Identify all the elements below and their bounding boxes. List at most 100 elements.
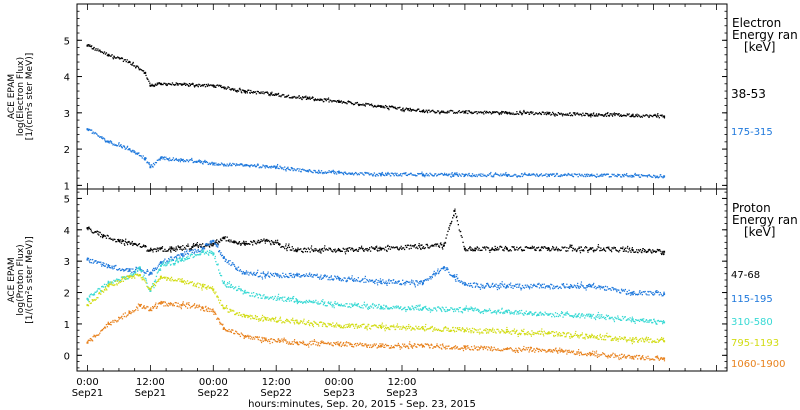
- data-dot: [165, 156, 167, 158]
- data-dot: [638, 291, 641, 293]
- data-dot: [538, 111, 541, 114]
- data-dot: [108, 142, 110, 144]
- data-dot: [313, 99, 315, 101]
- data-dot: [395, 173, 397, 176]
- data-point: [296, 299, 299, 302]
- data-dot: [245, 292, 247, 294]
- data-dot: [145, 278, 147, 280]
- data-dot: [621, 315, 624, 318]
- data-dot: [362, 307, 364, 309]
- data-dot: [501, 175, 503, 177]
- data-dot: [96, 133, 98, 135]
- data-dot: [104, 265, 107, 267]
- data-dot: [101, 138, 104, 140]
- data-dot: [209, 252, 211, 254]
- data-dot: [649, 114, 651, 116]
- data-dot: [419, 328, 422, 330]
- data-dot: [133, 274, 135, 276]
- data-dot: [301, 320, 303, 323]
- data-dot: [109, 55, 111, 57]
- data-dot: [445, 111, 447, 114]
- data-dot: [549, 313, 551, 315]
- data-dot: [479, 286, 481, 289]
- data-dot: [242, 270, 244, 273]
- data-dot: [134, 272, 136, 274]
- data-dot: [633, 251, 635, 253]
- data-dot: [632, 113, 634, 115]
- data-dot: [238, 285, 240, 288]
- data-dot: [125, 241, 127, 244]
- data-dot: [560, 249, 562, 251]
- data-dot: [192, 256, 194, 259]
- data-dot: [427, 109, 429, 112]
- data-dot: [307, 171, 309, 173]
- data-dot: [363, 250, 365, 252]
- data-dot: [424, 278, 426, 281]
- data-dot: [202, 286, 205, 288]
- data-dot: [397, 175, 399, 177]
- data-dot: [545, 247, 547, 250]
- data-dot: [423, 247, 426, 250]
- data-dot: [157, 271, 159, 273]
- data-dot: [295, 298, 298, 301]
- data-dot: [413, 246, 415, 248]
- data-dot: [126, 243, 129, 246]
- data-dot: [160, 246, 162, 249]
- series-38-53: [86, 44, 666, 119]
- data-dot: [275, 242, 277, 244]
- data-dot: [122, 60, 125, 63]
- data-dot: [272, 243, 275, 245]
- data-dot: [506, 311, 509, 314]
- data-dot: [98, 50, 100, 52]
- data-dot: [240, 244, 242, 246]
- data-dot: [489, 251, 491, 253]
- data-dot: [406, 174, 409, 177]
- data-dot: [138, 268, 141, 271]
- data-dot: [433, 272, 435, 275]
- data-dot: [662, 116, 664, 118]
- data-dot: [435, 272, 437, 274]
- data-dot: [536, 173, 538, 176]
- data-dot: [270, 318, 273, 320]
- data-dot: [441, 267, 443, 269]
- data-dot: [94, 49, 96, 51]
- data-dot: [654, 113, 656, 116]
- data-dot: [339, 171, 342, 174]
- data-dot: [172, 249, 175, 251]
- data-dot: [252, 165, 254, 167]
- data-dot: [135, 267, 138, 269]
- data-dot: [162, 277, 164, 279]
- data-dot: [398, 107, 400, 109]
- data-dot: [121, 278, 123, 281]
- data-dot: [447, 309, 449, 312]
- data-dot: [460, 175, 462, 177]
- data-dot: [623, 114, 626, 117]
- data-dot: [520, 287, 523, 290]
- data-dot: [86, 227, 89, 229]
- data-dot: [445, 174, 447, 176]
- data-dot: [384, 330, 386, 332]
- data-dot: [432, 273, 434, 276]
- data-dot: [191, 281, 193, 283]
- data-dot: [493, 285, 495, 287]
- data-dot: [375, 304, 377, 307]
- data-dot: [369, 327, 371, 330]
- data-dot: [441, 111, 443, 113]
- data-dot: [277, 293, 280, 295]
- data-dot: [419, 246, 421, 248]
- data-dot: [347, 306, 349, 308]
- data-dot: [400, 283, 402, 285]
- data-dot: [495, 111, 497, 113]
- data-dot: [513, 284, 515, 287]
- data-dot: [281, 322, 283, 324]
- data-dot: [371, 325, 374, 327]
- data-dot: [288, 276, 290, 279]
- data-dot: [482, 312, 484, 315]
- data-dot: [351, 277, 353, 279]
- data-dot: [158, 248, 160, 250]
- data-dot: [268, 166, 270, 169]
- data-dot: [653, 114, 655, 116]
- data-dot: [656, 320, 659, 322]
- data-dot: [341, 250, 343, 252]
- data-dot: [471, 307, 473, 309]
